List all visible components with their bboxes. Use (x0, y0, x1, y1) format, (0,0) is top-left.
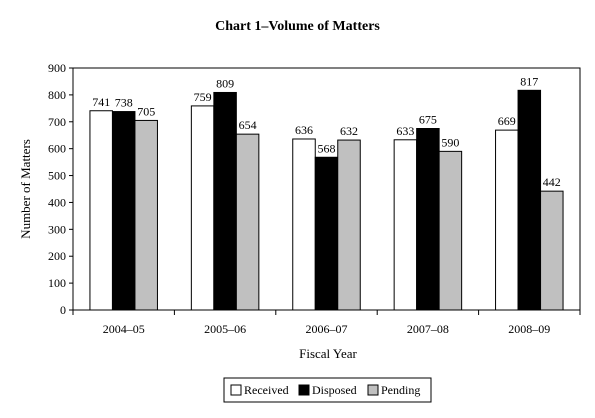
bar-pending-0 (134, 119, 158, 311)
bar-disposed-0 (111, 111, 136, 311)
legend-label-pending: Pending (381, 383, 420, 397)
bar-received-4 (495, 129, 519, 311)
legend-swatch-pending (367, 384, 379, 396)
data-label-disposed-2: 568 (318, 141, 336, 155)
bar-pending-3 (438, 150, 463, 311)
bar-received-3 (393, 139, 418, 311)
y-axis-title: Number of Matters (18, 139, 33, 239)
data-label-received-0: 741 (92, 95, 110, 109)
y-tick-label: 0 (60, 303, 66, 317)
bar-disposed-2 (314, 156, 339, 311)
bar-received-1 (190, 105, 215, 311)
y-tick-label: 800 (48, 88, 66, 102)
x-tick-label: 2005–06 (204, 322, 246, 336)
legend-box (223, 377, 432, 403)
plot-area: 0 100 200 300 400 500 600 700 800 900 741 738 705 200… (48, 61, 581, 336)
bar-disposed-3 (416, 128, 440, 311)
x-tick-label: 2007–08 (407, 322, 449, 336)
legend-label-disposed: Disposed (312, 383, 357, 397)
x-tick-label: 2008–09 (508, 322, 550, 336)
legend-swatch-received (230, 384, 242, 396)
legend-swatch-disposed (298, 384, 310, 396)
data-label-received-2: 636 (295, 123, 313, 137)
data-label-received-3: 633 (396, 124, 414, 138)
legend-label-received: Received (244, 383, 289, 397)
y-tick-label: 200 (48, 249, 66, 263)
legend: Received Disposed Pending (223, 377, 432, 403)
bar-disposed-1 (213, 91, 237, 311)
data-label-disposed-4: 817 (520, 74, 538, 88)
bar-received-2 (292, 138, 316, 311)
bar-disposed-4 (517, 89, 542, 311)
y-tick-label: 300 (48, 222, 66, 236)
data-label-disposed-0: 738 (115, 96, 133, 110)
x-axis-title: Fiscal Year (299, 346, 357, 361)
data-label-pending-2: 632 (340, 124, 358, 138)
bar-pending-1 (235, 133, 260, 311)
data-label-disposed-1: 809 (216, 76, 234, 90)
y-tick-label: 100 (48, 276, 66, 290)
bar-pending-2 (337, 139, 361, 311)
chart-title: Chart 1–Volume of Matters (215, 19, 380, 34)
bar-received-0 (89, 110, 113, 311)
data-label-disposed-3: 675 (419, 113, 437, 127)
data-label-received-4: 669 (498, 114, 516, 128)
y-tick-label: 600 (48, 142, 66, 156)
data-label-pending-1: 654 (239, 118, 257, 132)
x-tick-label: 2006–07 (306, 322, 348, 336)
data-label-pending-4: 442 (543, 175, 561, 189)
data-label-pending-0: 705 (137, 104, 155, 118)
y-tick-label: 900 (48, 61, 66, 75)
data-label-pending-3: 590 (441, 135, 459, 149)
y-tick-label: 400 (48, 195, 66, 209)
x-tick-label: 2004–05 (103, 322, 145, 336)
y-tick-label: 700 (48, 115, 66, 129)
data-label-received-1: 759 (194, 90, 212, 104)
y-tick-label: 500 (48, 169, 66, 183)
bar-pending-4 (540, 190, 564, 311)
